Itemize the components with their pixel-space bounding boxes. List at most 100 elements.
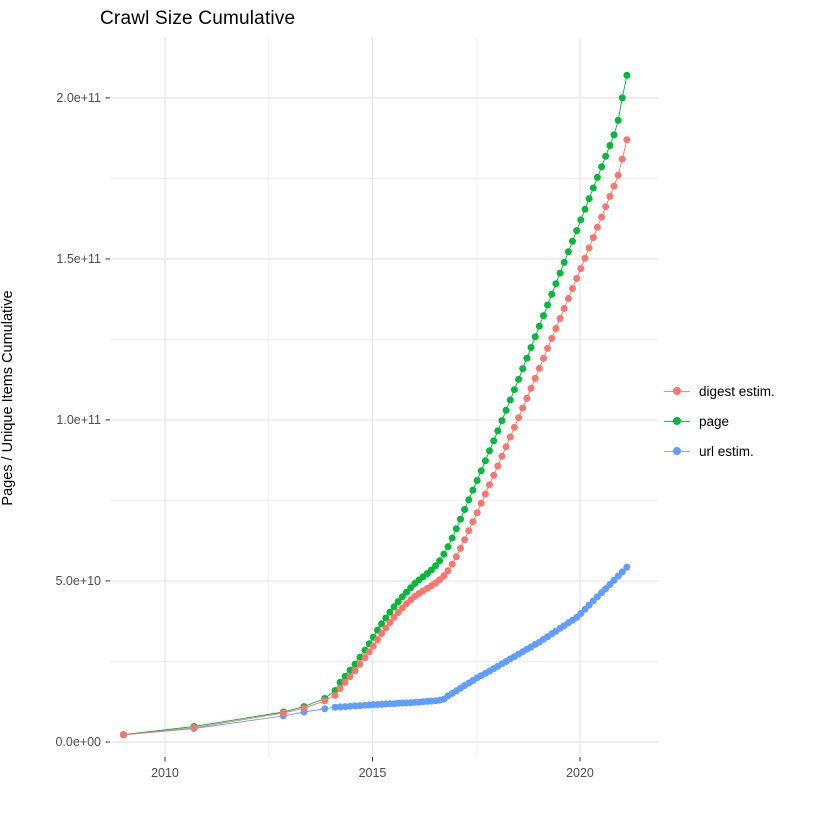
data-point-page xyxy=(448,534,456,542)
data-point-page xyxy=(457,515,464,523)
data-point-page xyxy=(523,354,531,362)
data-point-digest-estim- xyxy=(569,285,576,292)
data-point-digest-estim- xyxy=(577,265,585,273)
data-point-page xyxy=(444,543,452,551)
data-point-page xyxy=(481,457,489,465)
data-point-digest-estim- xyxy=(535,364,543,372)
data-point-page xyxy=(614,116,622,124)
data-point-digest-estim- xyxy=(341,678,349,686)
data-point-page xyxy=(477,467,485,475)
data-point-digest-estim- xyxy=(552,325,560,332)
data-point-page xyxy=(573,227,581,235)
data-point-digest-estim- xyxy=(598,213,606,221)
data-point-page xyxy=(432,562,440,570)
data-point-page xyxy=(589,184,597,192)
data-point-digest-estim- xyxy=(369,642,377,650)
data-point-digest-estim- xyxy=(494,462,502,470)
data-point-page xyxy=(336,678,344,686)
data-point-digest-estim- xyxy=(461,536,469,544)
data-point-digest-estim- xyxy=(548,334,556,342)
data-point-digest-estim- xyxy=(573,275,581,282)
legend-item-url-estim-: url estim. xyxy=(664,436,775,466)
data-point-page xyxy=(382,614,390,622)
data-point-page xyxy=(540,312,547,320)
data-point-page xyxy=(403,588,410,596)
data-point-digest-estim- xyxy=(502,443,510,451)
data-point-page xyxy=(598,163,606,171)
legend-label: page xyxy=(699,413,730,429)
data-point-digest-estim- xyxy=(510,423,518,431)
x-tick-label: 2020 xyxy=(566,766,594,780)
data-point-digest-estim- xyxy=(527,384,535,392)
data-point-url-estim- xyxy=(618,568,626,576)
data-point-digest-estim- xyxy=(336,685,344,692)
data-point-page xyxy=(498,417,506,425)
data-point-page xyxy=(593,173,601,181)
data-point-page xyxy=(515,375,523,383)
data-point-digest-estim- xyxy=(540,354,547,362)
data-point-page xyxy=(502,406,510,414)
data-point-url-estim- xyxy=(331,703,339,711)
data-point-page xyxy=(390,603,398,611)
data-point-digest-estim- xyxy=(623,136,631,144)
data-point-digest-estim- xyxy=(465,527,473,535)
x-tick-label: 2010 xyxy=(151,766,179,780)
data-point-page xyxy=(581,205,589,213)
data-point-url-estim- xyxy=(341,703,349,711)
data-point-page xyxy=(473,477,481,484)
data-point-page xyxy=(564,248,572,256)
legend-key-icon xyxy=(664,444,690,458)
data-point-digest-estim- xyxy=(498,452,506,460)
data-point-digest-estim- xyxy=(490,471,498,479)
data-point-digest-estim- xyxy=(585,244,593,252)
data-point-digest-estim- xyxy=(321,697,329,705)
data-point-digest-estim- xyxy=(486,481,493,489)
data-point-page xyxy=(510,386,518,394)
data-point-page xyxy=(486,447,493,455)
data-point-page xyxy=(531,333,539,341)
data-point-page xyxy=(602,152,610,160)
data-point-digest-estim- xyxy=(444,567,452,575)
y-tick-label: 1.0e+11 xyxy=(56,413,101,427)
data-point-page xyxy=(436,557,444,565)
data-point-digest-estim- xyxy=(351,667,359,675)
legend-key-dot xyxy=(673,417,681,425)
data-point-digest-estim- xyxy=(560,305,568,312)
data-point-digest-estim- xyxy=(602,203,610,211)
legend-key-dot xyxy=(673,387,681,395)
data-point-page xyxy=(494,427,502,435)
data-point-digest-estim- xyxy=(564,295,572,302)
data-point-url-estim- xyxy=(336,703,344,711)
data-point-digest-estim- xyxy=(394,609,402,616)
series-line-url-estim- xyxy=(123,566,628,736)
legend: digest estim. page url estim. xyxy=(664,376,775,466)
data-point-digest-estim- xyxy=(356,660,364,668)
data-point-digest-estim- xyxy=(469,518,477,526)
y-tick-label: 1.5e+11 xyxy=(56,252,101,266)
data-point-digest-estim- xyxy=(365,648,373,656)
data-point-digest-estim- xyxy=(506,433,514,441)
data-point-page xyxy=(556,269,564,277)
y-tick-label: 2.0e+11 xyxy=(56,91,101,105)
data-point-digest-estim- xyxy=(589,234,597,242)
data-point-digest-estim- xyxy=(374,636,381,644)
data-point-page xyxy=(560,258,568,266)
data-point-url-estim- xyxy=(356,702,364,710)
legend-item-page: page xyxy=(664,406,775,436)
legend-key-icon xyxy=(664,384,690,398)
data-point-digest-estim- xyxy=(581,254,589,262)
data-point-digest-estim- xyxy=(190,724,198,732)
data-point-page xyxy=(465,496,473,504)
data-point-digest-estim- xyxy=(390,613,398,621)
data-point-url-estim- xyxy=(346,702,354,710)
data-point-digest-estim- xyxy=(452,553,460,561)
legend-key-icon xyxy=(664,414,690,428)
data-point-page xyxy=(577,216,585,224)
data-point-digest-estim- xyxy=(593,223,601,231)
data-point-page xyxy=(623,71,631,79)
x-tick-label: 2015 xyxy=(359,766,387,780)
data-point-digest-estim- xyxy=(331,691,339,699)
data-point-page xyxy=(398,593,406,601)
